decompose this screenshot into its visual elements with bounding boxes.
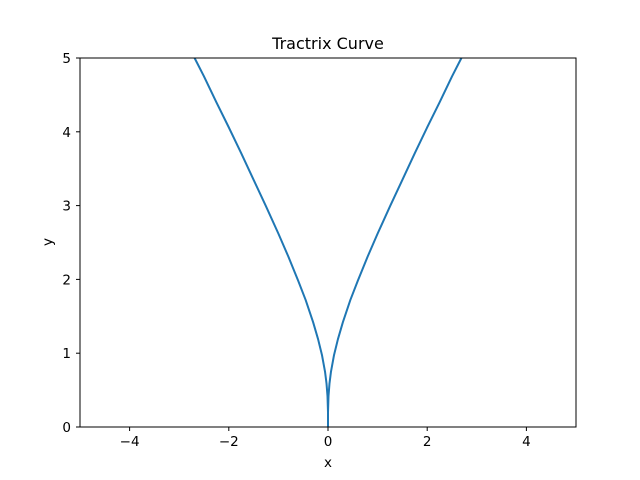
- x-tick-label: −2: [219, 434, 239, 450]
- y-tick-label: 0: [62, 420, 71, 436]
- y-axis-label: y: [40, 238, 56, 246]
- plot-area: [80, 58, 576, 427]
- x-axis-label: x: [324, 455, 332, 471]
- x-tick-label: 4: [522, 434, 531, 450]
- x-axis: −4 −2 0 2 4: [120, 427, 531, 450]
- x-tick-label: 0: [324, 434, 333, 450]
- x-tick-label: −4: [120, 434, 140, 450]
- chart-title: Tractrix Curve: [271, 34, 384, 53]
- y-tick-label: 3: [62, 199, 71, 215]
- x-tick-label: 2: [423, 434, 432, 450]
- y-tick-label: 4: [62, 125, 71, 141]
- y-tick-label: 2: [62, 272, 71, 288]
- y-axis: 0 1 2 3 4 5: [62, 51, 80, 436]
- y-tick-label: 5: [62, 51, 71, 67]
- series-layer: [193, 57, 463, 427]
- y-tick-label: 1: [62, 346, 71, 362]
